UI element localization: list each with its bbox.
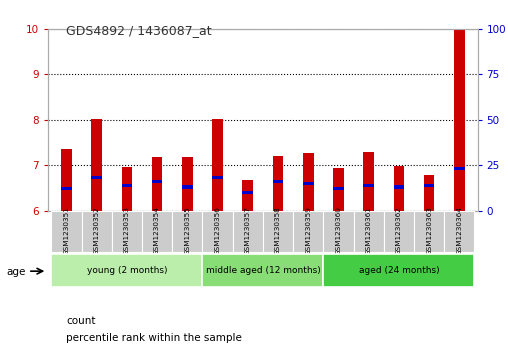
Bar [363,152,374,211]
Bar [212,176,223,179]
Text: percentile rank within the sample: percentile rank within the sample [66,333,242,343]
Text: aged (24 months): aged (24 months) [359,266,439,275]
Text: GDS4892 / 1436087_at: GDS4892 / 1436087_at [66,24,212,37]
Bar [324,211,354,252]
Text: GSM1230364: GSM1230364 [456,206,462,255]
Bar [91,119,102,211]
Text: GSM1230356: GSM1230356 [214,206,220,255]
Bar [51,211,81,252]
Text: GSM1230361: GSM1230361 [366,206,372,255]
Bar [414,211,444,252]
Bar [61,187,72,190]
Bar [384,211,414,252]
Bar [81,211,112,252]
Bar [51,254,202,287]
Bar [112,211,142,252]
Bar [333,187,344,190]
Bar [293,211,324,252]
Bar [424,175,434,211]
Text: middle aged (12 months): middle aged (12 months) [206,266,320,275]
Text: young (2 months): young (2 months) [86,266,167,275]
Bar [152,158,163,211]
Bar [354,211,384,252]
Text: GSM1230354: GSM1230354 [154,206,160,255]
Bar [61,149,72,211]
Text: GSM1230358: GSM1230358 [275,206,281,255]
Bar [91,176,102,179]
Bar [263,211,293,252]
Bar [303,153,313,211]
Text: GSM1230351: GSM1230351 [64,206,70,255]
Bar [233,211,263,252]
Text: GSM1230363: GSM1230363 [426,206,432,255]
Bar [242,180,253,211]
Bar [324,254,474,287]
Bar [333,168,344,211]
Bar [152,180,163,183]
Bar [273,156,283,211]
Bar [142,211,172,252]
Bar [363,184,374,187]
Text: GSM1230352: GSM1230352 [93,206,100,255]
Bar [303,182,313,185]
Text: GSM1230357: GSM1230357 [245,206,251,255]
Bar [273,180,283,183]
Text: GSM1230353: GSM1230353 [124,206,130,255]
Bar [444,211,474,252]
Text: age: age [7,266,26,277]
Bar [182,185,193,188]
Bar [212,119,223,211]
Bar [454,29,465,211]
Bar [394,185,404,188]
Bar [182,158,193,211]
Bar [121,167,132,211]
Text: count: count [66,316,96,326]
Bar [172,211,202,252]
Bar [202,254,324,287]
Bar [242,191,253,194]
Bar [424,184,434,187]
Bar [121,184,132,187]
Bar [202,211,233,252]
Bar [454,167,465,170]
Text: GSM1230359: GSM1230359 [305,206,311,255]
Text: GSM1230355: GSM1230355 [184,206,190,255]
Bar [394,166,404,211]
Text: GSM1230362: GSM1230362 [396,206,402,255]
Text: GSM1230360: GSM1230360 [335,206,341,255]
